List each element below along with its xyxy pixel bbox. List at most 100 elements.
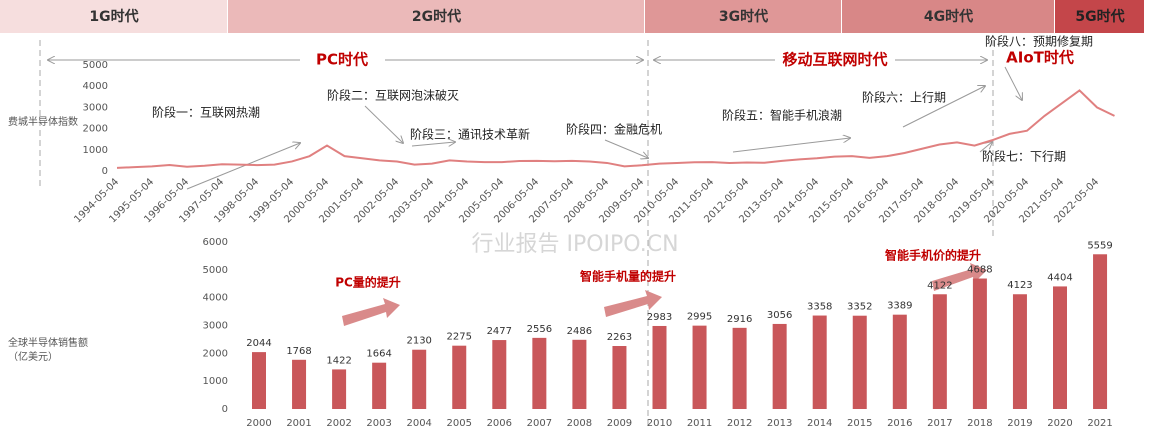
x-tick-label: 2005	[447, 418, 472, 429]
y-tick-label: 5000	[83, 60, 108, 71]
x-tick-label: 2018	[967, 418, 992, 429]
bar	[692, 325, 707, 409]
era-label: 1G时代	[89, 8, 138, 25]
charts: 行业报告 IPOIPO.CN 费城半导体指数 0 1000 2000 3000 4000 50…	[8, 34, 1115, 429]
bar	[572, 339, 587, 409]
value-label: 1768	[286, 346, 311, 357]
block-arrow	[342, 298, 400, 326]
value-label: 4688	[967, 265, 992, 276]
bar	[532, 337, 547, 409]
y-tick-label: 6000	[203, 237, 228, 248]
y-axis-title: （亿美元）	[8, 350, 58, 363]
y-tick-label: 2000	[83, 124, 108, 135]
bar	[852, 315, 867, 409]
bar	[1093, 254, 1108, 409]
phase-arrow	[186, 143, 300, 190]
phase-arrow	[604, 139, 648, 158]
annotation: PC量的提升	[335, 275, 401, 290]
value-label: 2486	[567, 326, 592, 337]
era-annotation: 移动互联网时代	[782, 51, 887, 69]
x-tick-label: 2002	[326, 418, 351, 429]
index-line	[116, 89, 1115, 169]
bar	[452, 345, 467, 409]
x-tick-label: 2019	[1007, 418, 1032, 429]
era-cell	[645, 0, 841, 33]
y-axis-title: 全球半导体销售额	[8, 336, 88, 349]
value-label: 4123	[1007, 280, 1032, 291]
bar	[772, 323, 787, 409]
y-tick-label: 0	[222, 404, 228, 415]
value-label: 3352	[847, 302, 872, 313]
watermark: 行业报告 IPOIPO.CN	[471, 232, 678, 257]
value-label: 4404	[1047, 272, 1072, 283]
x-tick-label: 2006	[487, 418, 512, 429]
block-arrow	[604, 290, 662, 317]
bar	[252, 352, 266, 409]
phase-arrow	[732, 138, 850, 153]
bar	[932, 294, 947, 409]
y-axis-title: 费城半导体指数	[8, 115, 78, 128]
bar	[972, 278, 987, 409]
x-tick-label: 2001	[286, 418, 311, 429]
era-band: 1G时代 2G时代 3G时代 4G时代 5G时代	[0, 0, 1144, 33]
bar	[372, 362, 387, 409]
phase-arrow	[411, 142, 455, 146]
phase-annotation: 阶段四：金融危机	[566, 122, 662, 137]
era-label: 2G时代	[412, 8, 461, 25]
x-tick-label: 2004	[406, 418, 431, 429]
phase-annotation: 阶段五：智能手机浪潮	[722, 108, 842, 123]
x-tick-label: 2020	[1047, 418, 1072, 429]
value-label: 2556	[527, 324, 552, 335]
x-tick-label: 2010	[647, 418, 672, 429]
value-label: 5559	[1087, 240, 1112, 251]
value-label: 2263	[607, 332, 632, 343]
phase-annotation: 阶段八：预期修复期	[985, 34, 1093, 49]
x-tick-label: 2017	[927, 418, 952, 429]
era-cell	[228, 0, 644, 33]
bar	[1012, 294, 1027, 409]
bar	[492, 340, 507, 409]
y-tick-label: 3000	[203, 321, 228, 332]
y-tick-label: 1000	[203, 376, 228, 387]
x-tick-label: 2012	[727, 418, 752, 429]
phase-annotation: 阶段六：上行期	[862, 90, 946, 105]
value-label: 2916	[727, 314, 752, 325]
value-label: 2477	[487, 326, 512, 337]
y-tick-label: 4000	[83, 81, 108, 92]
value-label: 2275	[447, 332, 472, 343]
bar	[292, 359, 307, 409]
annotation: 智能手机价的提升	[884, 248, 981, 263]
phase-arrow	[1004, 66, 1022, 100]
phase-arrow	[364, 105, 403, 143]
value-label: 3358	[807, 302, 832, 313]
bar	[612, 346, 627, 409]
bar	[412, 349, 427, 409]
x-tick-label: 2008	[567, 418, 592, 429]
era-annotation: AIoT时代	[1006, 49, 1074, 67]
x-tick-label: 2015	[847, 418, 872, 429]
value-label: 3056	[767, 310, 792, 321]
bar	[732, 327, 747, 409]
x-tick-label: 2021	[1087, 418, 1112, 429]
era-label: 3G时代	[719, 8, 768, 25]
y-tick-label: 0	[102, 166, 108, 177]
bar	[652, 325, 667, 409]
bar	[812, 315, 827, 409]
bar	[1053, 286, 1067, 409]
value-label: 1422	[326, 355, 351, 366]
y-tick-label: 3000	[83, 102, 108, 113]
y-tick-label: 4000	[203, 293, 228, 304]
x-tick-label: 2003	[366, 418, 391, 429]
value-label: 2044	[246, 338, 271, 349]
era-label: 5G时代	[1075, 8, 1124, 25]
era-cell	[0, 0, 227, 33]
era-label: 4G时代	[924, 8, 973, 25]
era-cell	[1055, 0, 1144, 33]
era-annotation: PC时代	[316, 51, 368, 69]
y-tick-label: 5000	[203, 265, 228, 276]
phase-annotation: 阶段一：互联网热潮	[152, 105, 260, 120]
y-tick-label: 1000	[83, 145, 108, 156]
value-label: 2130	[406, 336, 431, 347]
value-label: 3389	[887, 301, 912, 312]
